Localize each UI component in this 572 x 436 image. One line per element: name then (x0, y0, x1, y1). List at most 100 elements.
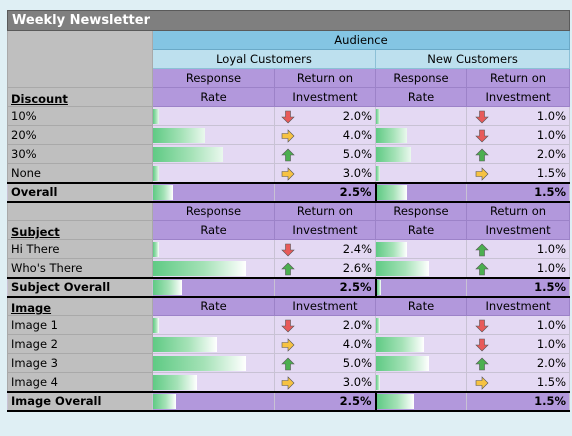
header-investment-loyal: Investment (274, 296, 376, 316)
response-rate-bar (376, 374, 380, 390)
response-rate-new (375, 334, 467, 354)
response-rate-new (375, 163, 467, 183)
response-rate-bar (376, 260, 429, 276)
overall-roi-loyal: 2.5% (274, 181, 376, 203)
section-label-discount: Discount (7, 87, 153, 107)
table-row: Image 4 3.0% 1.5% (7, 372, 571, 392)
response-rate-bar (153, 280, 182, 295)
response-rate-loyal (152, 106, 275, 126)
arrow-up-icon (475, 242, 489, 257)
arrow-down-icon (475, 337, 489, 352)
arrow-down-icon (281, 242, 295, 257)
roi-new-value: 1.0% (536, 318, 567, 332)
response-rate-new (375, 239, 467, 259)
overall-rate-new (374, 181, 467, 203)
section-label-image: Image (7, 296, 153, 316)
overall-roi-new: 1.5% (465, 276, 571, 298)
header-roi-loyal: Return on (274, 201, 376, 221)
response-rate-bar (153, 356, 246, 371)
response-rate-new (375, 144, 467, 164)
overall-rate-loyal (152, 390, 275, 412)
overall-row: Overall 2.5% 1.5% (7, 181, 571, 203)
overall-roi-new: 1.5% (465, 390, 571, 412)
table-row: Who's There 2.6% 1.0% (7, 258, 571, 278)
roi-loyal-value: 4.0% (342, 337, 372, 351)
response-rate-bar (153, 260, 246, 276)
discount-header-blank (7, 30, 153, 88)
arrow-right-icon (475, 375, 489, 390)
response-rate-bar (377, 394, 414, 409)
arrow-right-icon (281, 375, 295, 390)
roi-loyal-value: 2.0% (342, 109, 372, 123)
overall-row: Image Overall 2.5% 1.5% (7, 390, 571, 412)
roi-new: 1.0% (465, 106, 571, 126)
response-rate-new (375, 106, 467, 126)
roi-new-value: 1.5% (536, 166, 567, 180)
roi-loyal: 5.0% (274, 353, 376, 373)
roi-new: 1.5% (465, 372, 571, 392)
roi-new: 1.0% (465, 125, 571, 145)
response-rate-loyal (152, 258, 275, 278)
header-rate-new: Rate (375, 87, 467, 107)
row-label: 30% (7, 144, 153, 164)
response-rate-bar (377, 185, 407, 200)
response-rate-new (375, 372, 467, 392)
row-label: Image 1 (7, 315, 153, 335)
roi-loyal: 4.0% (274, 334, 376, 354)
response-rate-loyal (152, 372, 275, 392)
header-rate-loyal: Rate (152, 220, 275, 240)
header-roi-new: Return on (465, 68, 571, 88)
group-new-customers: New Customers (374, 49, 571, 69)
group-loyal-customers: Loyal Customers (152, 49, 376, 69)
arrow-down-icon (475, 318, 489, 333)
table-row: Image 2 4.0% 1.0% (7, 334, 571, 354)
response-rate-bar (153, 394, 176, 409)
arrow-right-icon (475, 166, 489, 181)
arrow-up-icon (475, 356, 489, 371)
response-rate-bar (153, 165, 159, 181)
response-rate-bar (376, 318, 380, 333)
roi-new-value: 2.0% (536, 356, 567, 370)
roi-loyal-value: 2.6% (342, 261, 372, 275)
arrow-right-icon (281, 128, 295, 143)
roi-new: 1.5% (465, 163, 571, 183)
arrow-up-icon (281, 356, 295, 371)
overall-roi-new: 1.5% (465, 181, 571, 203)
roi-loyal-value: 5.0% (342, 147, 372, 161)
response-rate-loyal (152, 353, 275, 373)
sheet-title: Weekly Newsletter (6, 10, 571, 31)
response-rate-loyal (152, 315, 275, 335)
response-rate-new (375, 315, 467, 335)
row-label: Who's There (7, 258, 153, 278)
roi-new: 1.0% (465, 258, 571, 278)
table-row: 30% 5.0% 2.0% (7, 144, 571, 164)
response-rate-bar (153, 242, 159, 257)
header-roi-new: Return on (465, 201, 571, 221)
overall-rate-loyal (152, 276, 275, 298)
header-rate-new: Rate (375, 220, 467, 240)
header-roi-loyal: Return on (274, 68, 376, 88)
header-investment-loyal: Investment (274, 87, 376, 107)
roi-loyal-value: 2.4% (342, 242, 372, 256)
roi-new: 1.0% (465, 315, 571, 335)
row-label: Image 3 (7, 353, 153, 373)
table-row: 20% 4.0% 1.0% (7, 125, 571, 145)
overall-rate-new (374, 276, 467, 298)
response-rate-loyal (152, 334, 275, 354)
section-label-subject: Subject (7, 220, 153, 240)
roi-loyal-value: 2.0% (342, 318, 372, 332)
roi-loyal: 3.0% (274, 372, 376, 392)
row-label: 20% (7, 125, 153, 145)
roi-new: 2.0% (465, 144, 571, 164)
overall-roi-loyal: 2.5% (274, 276, 376, 298)
response-rate-bar (376, 128, 407, 143)
roi-new-value: 1.5% (536, 375, 567, 389)
table-row: None 3.0% 1.5% (7, 163, 571, 183)
response-rate-bar (153, 318, 159, 333)
roi-loyal-value: 5.0% (342, 356, 372, 370)
arrow-up-icon (281, 147, 295, 162)
roi-loyal: 2.4% (274, 239, 376, 259)
overall-rate-new (374, 390, 467, 412)
response-rate-bar (153, 337, 217, 352)
